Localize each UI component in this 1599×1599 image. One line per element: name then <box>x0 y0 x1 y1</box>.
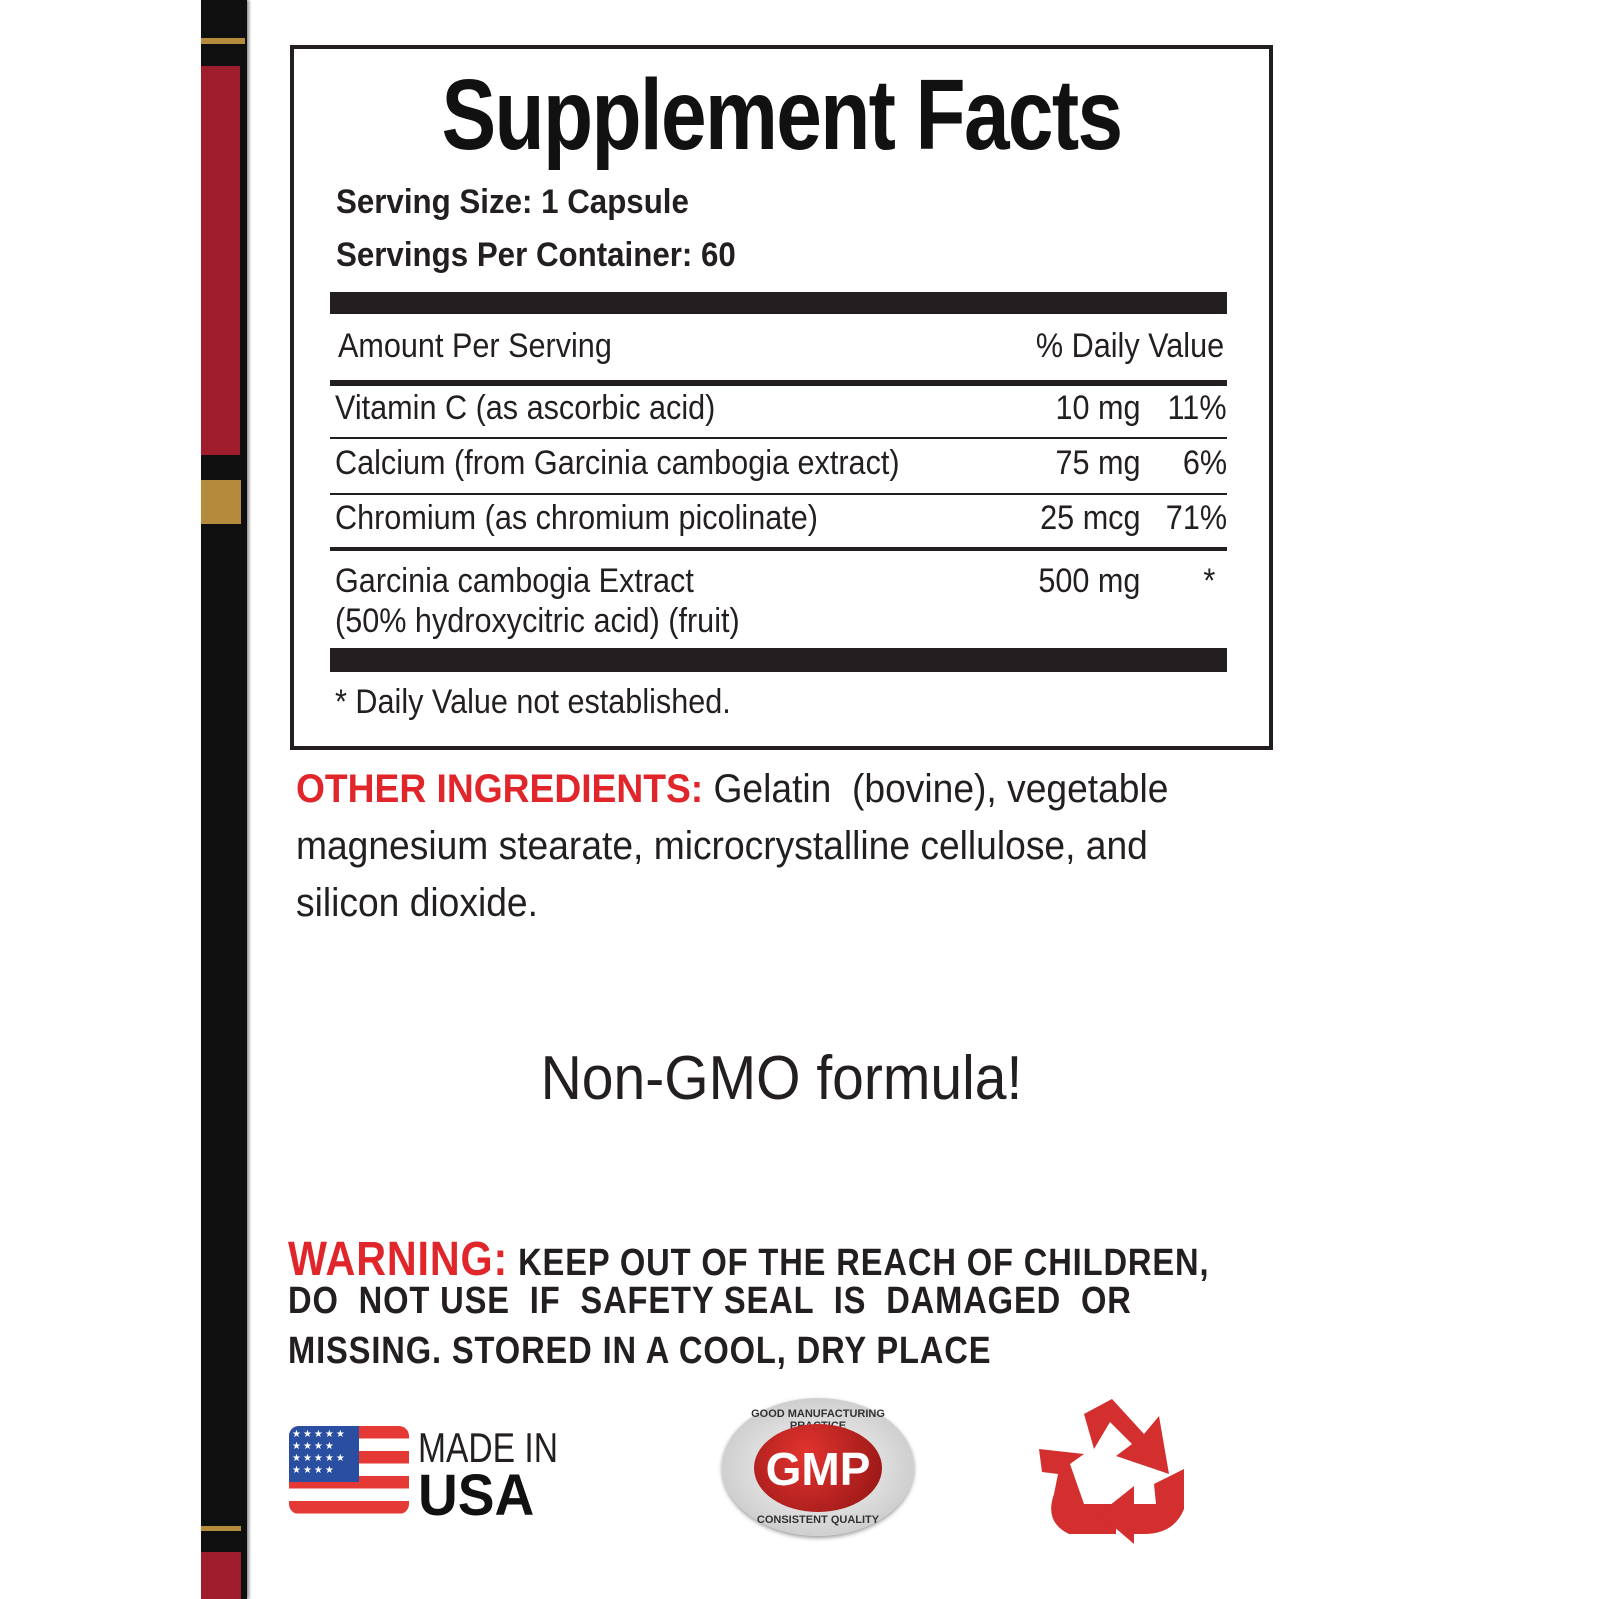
warning-text: MISSING. STORED IN A COOL, DRY PLACE <box>288 1330 992 1372</box>
row-amount: 25 mcg <box>1039 499 1140 537</box>
row-dv: * <box>1203 562 1215 600</box>
side-stripe <box>201 0 247 1599</box>
divider-thick <box>330 648 1227 672</box>
panel-title: Supplement Facts <box>441 59 1123 171</box>
dv-header: % Daily Value <box>1035 327 1224 365</box>
divider-thick <box>330 292 1227 314</box>
usa-flag-icon: ★★★★★ ★★★★ ★★★★★ ★★★★ <box>289 1426 409 1514</box>
row-dv: 6% <box>1182 444 1227 482</box>
divider <box>330 493 1227 495</box>
amount-header: Amount Per Serving <box>338 327 612 365</box>
serving-size: Serving Size: 1 Capsule <box>336 183 689 221</box>
other-ingredients-label: OTHER INGREDIENTS: <box>296 767 704 811</box>
gold-line <box>201 1526 241 1531</box>
row-name: Garcinia cambogia Extract <box>335 562 694 600</box>
row-dv: 11% <box>1168 389 1227 427</box>
gmp-bottom-text: CONSISTENT QUALITY <box>756 1514 880 1526</box>
made-in-text: MADE IN <box>418 1424 559 1471</box>
gold-block <box>201 480 241 524</box>
row-amount: 75 mg <box>1054 444 1140 482</box>
usa-text: USA <box>418 1463 535 1528</box>
warning-text: KEEP OUT OF THE REACH OF CHILDREN, <box>518 1242 1210 1284</box>
warning-label: WARNING: <box>288 1233 509 1286</box>
row-name: Vitamin C (as ascorbic acid) <box>335 389 716 427</box>
row-dv: 71% <box>1165 499 1227 537</box>
gmp-text: GMP <box>765 1443 871 1495</box>
other-ingredients-text: magnesium stearate, microcrystalline cel… <box>296 824 1148 868</box>
red-block <box>201 66 240 455</box>
warning-text: DO NOT USE IF SAFETY SEAL IS DAMAGED OR <box>288 1280 1132 1322</box>
row-amount: 500 mg <box>1037 562 1140 600</box>
servings-per-container: Servings Per Container: 60 <box>336 236 736 274</box>
gmp-badge: GOOD MANUFACTURING PRACTICE GMP CONSISTE… <box>722 1398 914 1536</box>
recycle-icon <box>1039 1399 1184 1544</box>
row-amount: 10 mg <box>1054 389 1140 427</box>
red-block <box>201 1552 241 1599</box>
supplement-facts-panel <box>290 45 1273 750</box>
divider <box>330 437 1227 439</box>
other-ingredients-text: silicon dioxide. <box>296 881 538 925</box>
row-name-detail: (50% hydroxycitric acid) (fruit) <box>335 602 740 640</box>
row-name: Chromium (as chromium picolinate) <box>335 499 818 537</box>
other-ingredients-text: Gelatin (bovine), vegetable <box>713 767 1169 811</box>
footnote: * Daily Value not established. <box>335 683 731 721</box>
gold-line <box>201 38 245 44</box>
divider <box>330 380 1227 386</box>
row-name: Calcium (from Garcinia cambogia extract) <box>335 444 900 482</box>
divider <box>330 547 1227 551</box>
tagline: Non-GMO formula! <box>540 1044 1023 1113</box>
